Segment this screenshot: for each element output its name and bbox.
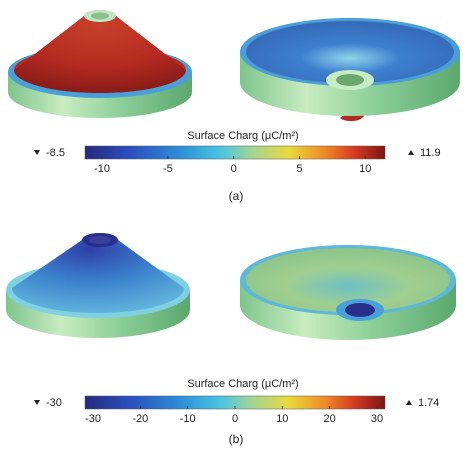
tick-label: -20 xyxy=(132,413,148,425)
max-marker xyxy=(408,150,414,155)
tick-label: -30 xyxy=(85,413,101,425)
caption: (a) xyxy=(229,189,244,203)
colorbar-title: Surface Charg (μC/m²) xyxy=(187,130,298,142)
tick-label: 10 xyxy=(276,413,288,425)
render-a-left xyxy=(8,10,192,118)
tick-label: 20 xyxy=(324,413,336,425)
render-b-right xyxy=(240,245,456,340)
colorbar-max: 1.74 xyxy=(418,397,439,409)
max-marker xyxy=(406,400,412,405)
tick-label: 10 xyxy=(359,163,371,175)
tick-label: 30 xyxy=(371,413,383,425)
render-a-right xyxy=(240,18,460,122)
tick-label: 0 xyxy=(231,163,237,175)
tick-label: -10 xyxy=(94,163,110,175)
tick-label: -10 xyxy=(180,413,196,425)
colorbar-a xyxy=(84,145,386,160)
min-marker xyxy=(34,400,40,405)
colorbar-max: 11.9 xyxy=(420,147,441,159)
tick-label: 0 xyxy=(232,413,238,425)
tick-label: -5 xyxy=(163,163,173,175)
colorbar-min: -8.5 xyxy=(46,147,65,159)
colorbar-title: Surface Charg (μC/m²) xyxy=(187,378,298,390)
min-marker xyxy=(34,150,40,155)
render-b-left xyxy=(6,233,190,338)
tick-label: 5 xyxy=(296,163,302,175)
caption: (b) xyxy=(229,432,244,446)
colorbar-min: -30 xyxy=(46,397,62,409)
